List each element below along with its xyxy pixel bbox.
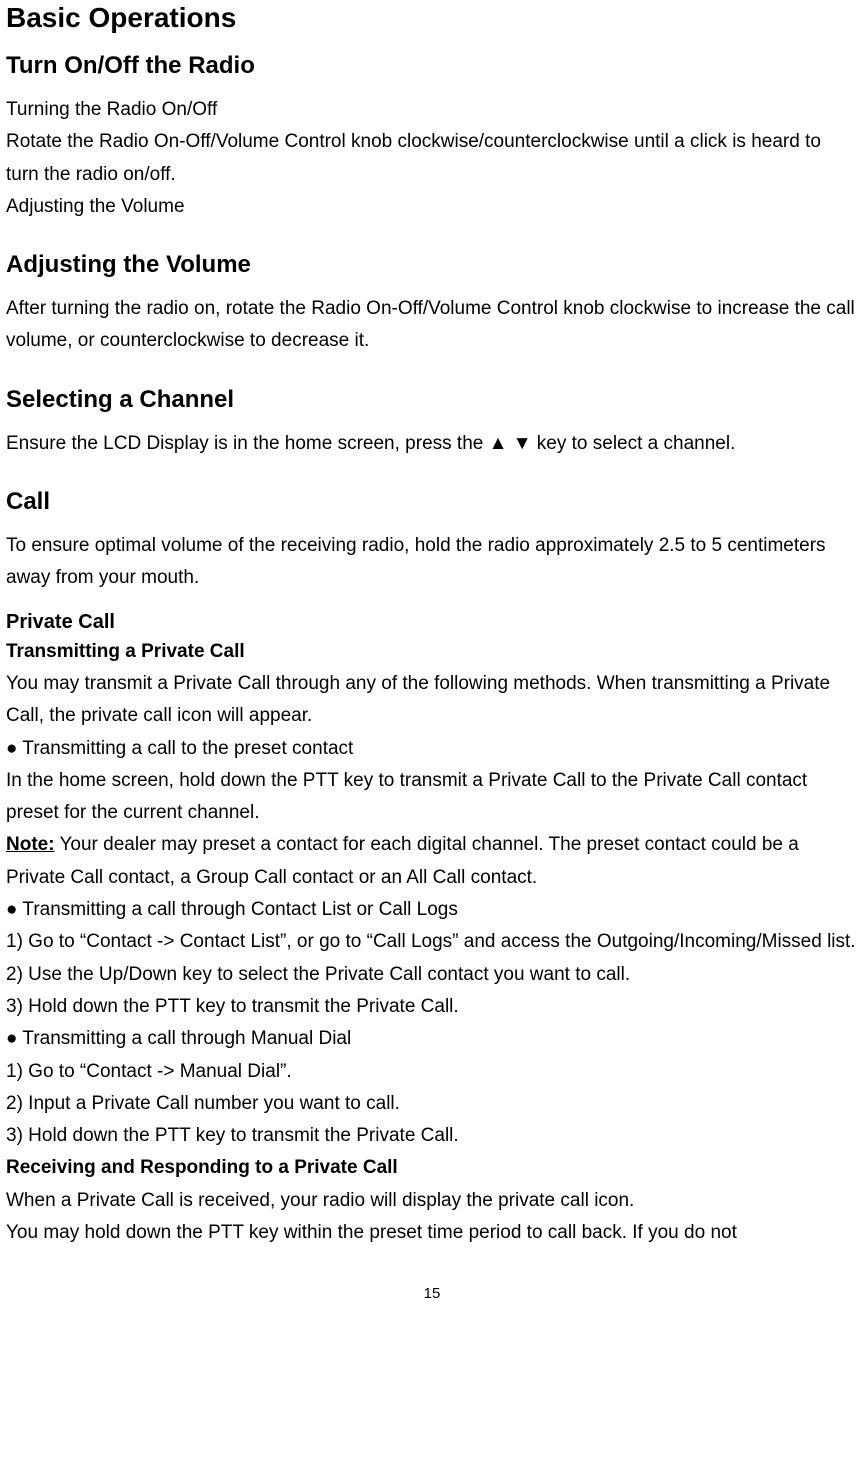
paragraph: You may hold down the PTT key within the… — [6, 1217, 858, 1249]
note-label: Note: — [6, 834, 55, 855]
section-heading-call: Call — [6, 488, 858, 516]
subheading-transmitting-private-call: Transmitting a Private Call — [6, 636, 858, 668]
list-item: 1) Go to “Contact -> Manual Dial”. — [6, 1056, 858, 1088]
paragraph: In the home screen, hold down the PTT ke… — [6, 765, 858, 830]
section-heading-selecting-channel: Selecting a Channel — [6, 386, 858, 414]
paragraph: Rotate the Radio On-Off/Volume Control k… — [6, 126, 858, 191]
list-item: 2) Input a Private Call number you want … — [6, 1088, 858, 1120]
bullet-item: Transmitting a call to the preset contac… — [6, 733, 858, 765]
subheading-turning-on-off: Turning the Radio On/Off — [6, 94, 858, 126]
list-item: 2) Use the Up/Down key to select the Pri… — [6, 959, 858, 991]
paragraph: When a Private Call is received, your ra… — [6, 1185, 858, 1217]
paragraph: After turning the radio on, rotate the R… — [6, 293, 858, 358]
paragraph: Adjusting the Volume — [6, 191, 858, 223]
note-text: Your dealer may preset a contact for eac… — [6, 834, 799, 887]
page-title: Basic Operations — [6, 2, 858, 34]
paragraph: To ensure optimal volume of the receivin… — [6, 530, 858, 595]
paragraph: You may transmit a Private Call through … — [6, 668, 858, 733]
note-paragraph: Note: Your dealer may preset a contact f… — [6, 829, 858, 894]
list-item: 3) Hold down the PTT key to transmit the… — [6, 1120, 858, 1152]
section-heading-turn-on-off: Turn On/Off the Radio — [6, 52, 858, 80]
bullet-item: Transmitting a call through Manual Dial — [6, 1023, 858, 1055]
list-item: 3) Hold down the PTT key to transmit the… — [6, 991, 858, 1023]
bullet-item: Transmitting a call through Contact List… — [6, 894, 858, 926]
document-page: Basic Operations Turn On/Off the Radio T… — [0, 0, 864, 1332]
paragraph: Ensure the LCD Display is in the home sc… — [6, 428, 858, 460]
page-number: 15 — [6, 1285, 858, 1302]
list-item: 1) Go to “Contact -> Contact List”, or g… — [6, 926, 858, 958]
subheading-receiving-private-call: Receiving and Responding to a Private Ca… — [6, 1152, 858, 1184]
subheading-private-call: Private Call — [6, 611, 858, 634]
section-heading-adjusting-volume: Adjusting the Volume — [6, 251, 858, 279]
